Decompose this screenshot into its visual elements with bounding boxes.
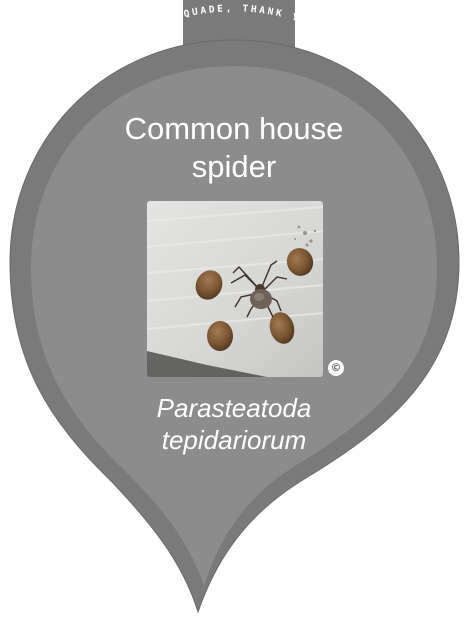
species-photo: [147, 201, 323, 377]
scientific-name-line2: tepidariorum: [162, 425, 307, 455]
scientific-name: Parasteatoda tepidariorum: [84, 392, 384, 456]
common-name-line1: Common house: [125, 111, 344, 146]
copyright-icon[interactable]: ©: [328, 360, 344, 376]
common-name: Common house spider: [84, 110, 384, 186]
scientific-name-line1: Parasteatoda: [157, 393, 312, 423]
common-name-line2: spider: [192, 149, 276, 184]
spider-photo-illustration: [147, 201, 323, 377]
